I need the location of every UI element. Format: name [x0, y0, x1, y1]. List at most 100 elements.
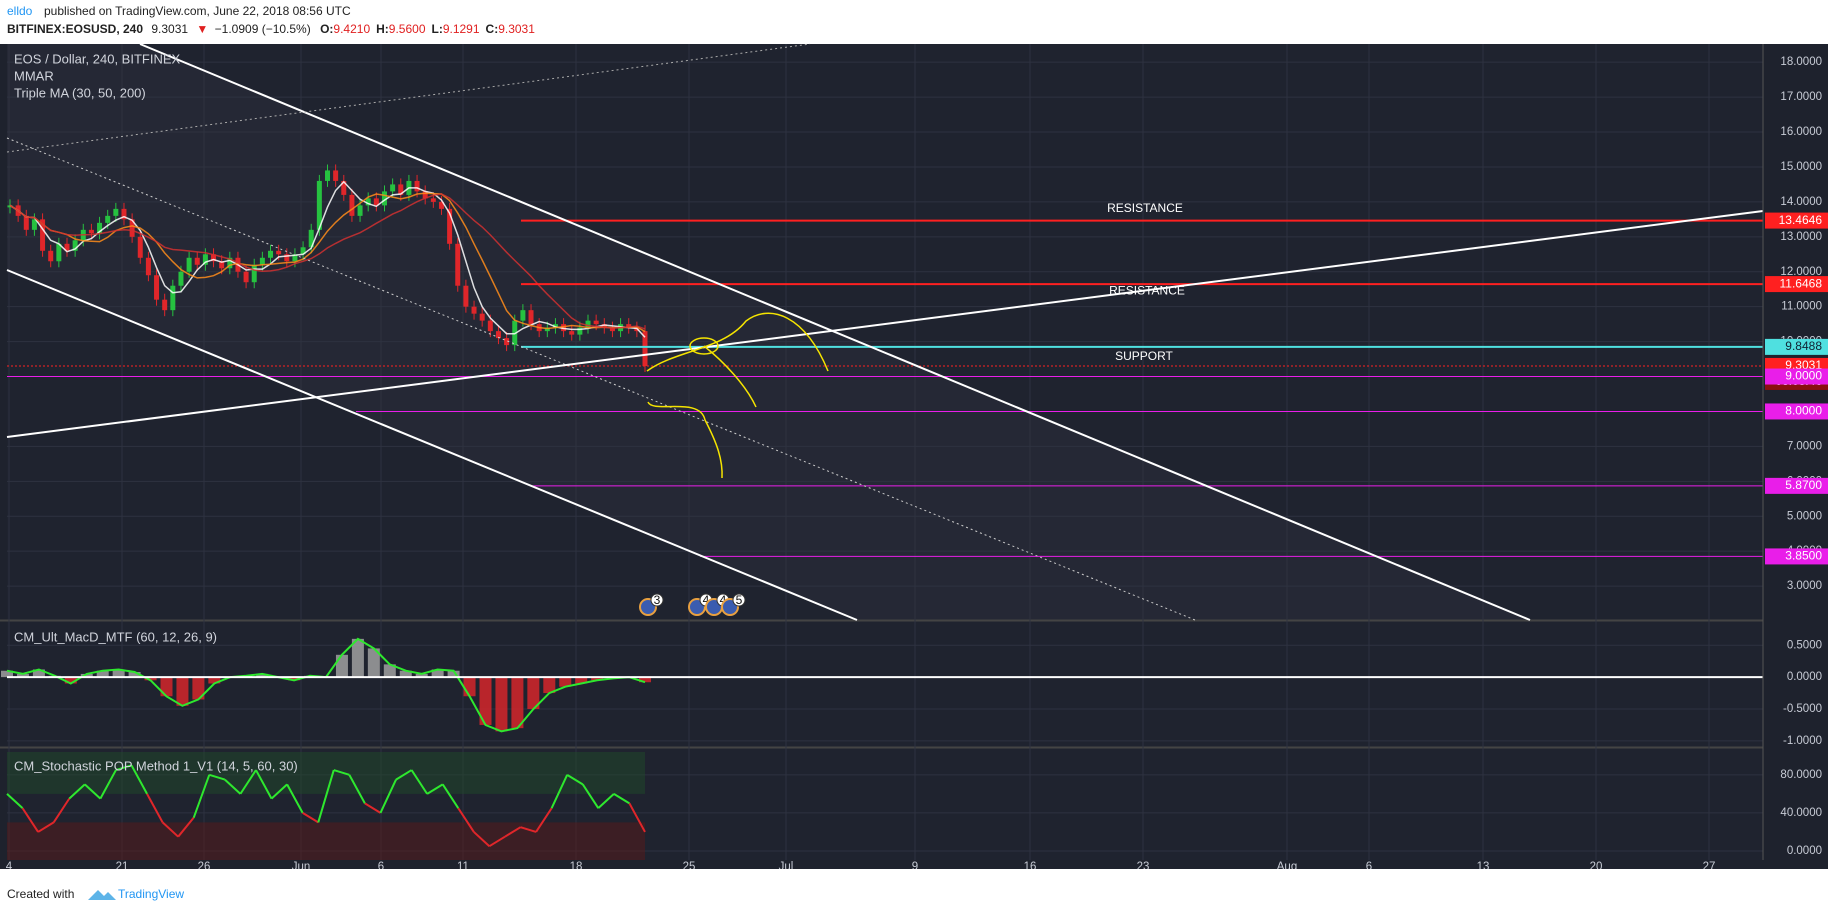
stoch-segment — [441, 783, 460, 809]
macd-bar — [479, 677, 492, 725]
stoch-segment — [488, 835, 506, 848]
stoch-segment — [457, 807, 475, 833]
symbol-line: BITFINEX:EOSUSD, 240 9.3031 ▼ −1.0909 (−… — [7, 22, 535, 36]
price-tag — [1765, 338, 1828, 355]
macd-bar — [16, 673, 29, 678]
candle — [357, 205, 363, 216]
scribble — [646, 312, 829, 372]
trendline — [6, 210, 1764, 438]
price-tag-label: 5.8700 — [1785, 478, 1822, 492]
price-tag — [1765, 477, 1828, 494]
stoch-segment — [6, 793, 24, 809]
macd-bar — [335, 654, 348, 678]
candle — [325, 170, 330, 181]
published: published on TradingView.com, June 22, 2… — [44, 4, 351, 18]
ohlc-key: H: — [376, 22, 389, 36]
footer-text: Created with — [7, 887, 74, 901]
candle — [316, 180, 322, 230]
candle — [373, 198, 379, 206]
stoch-segment — [613, 793, 630, 805]
stoch-segment — [68, 783, 86, 800]
candle — [186, 257, 192, 272]
change: −1.0909 (−10.5%) — [215, 22, 311, 36]
candle — [577, 327, 583, 335]
candle — [284, 254, 290, 262]
y-tick-label: 13.0000 — [1780, 231, 1822, 243]
macd-bar — [256, 673, 269, 678]
down-arrow: ▼ — [196, 22, 208, 36]
y-tick-label: 16.0000 — [1780, 126, 1822, 138]
stoch-segment — [146, 793, 164, 823]
indicator-name: Triple MA (30, 50, 200) — [14, 85, 146, 100]
ohlc-value: 9.4210 — [333, 22, 370, 36]
footer-brand[interactable]: TradingView — [118, 887, 184, 901]
macd-bar — [1, 670, 13, 678]
x-tick-label: 11 — [457, 861, 469, 873]
x-tick-label: 6 — [1366, 861, 1372, 873]
ohlc-key: C: — [486, 22, 499, 36]
trendline — [6, 269, 858, 621]
candle — [31, 219, 37, 230]
macd-bar — [463, 677, 476, 697]
candle — [259, 257, 265, 265]
y-tick-label: 18.0000 — [1780, 56, 1822, 68]
price-tag-label: 11.6468 — [1780, 276, 1823, 290]
ohlc-value: 9.5600 — [389, 22, 426, 36]
macd-bar — [32, 669, 45, 678]
stoch-segment — [115, 764, 132, 772]
marks — [1, 164, 1763, 860]
candle — [447, 208, 453, 244]
stoch-segment — [286, 783, 304, 814]
trendline — [6, 43, 811, 153]
header-bg — [0, 0, 1828, 44]
macd-bar — [543, 677, 556, 694]
candle — [56, 243, 62, 262]
stoch-segment — [379, 779, 397, 814]
macd-bar — [575, 677, 588, 684]
stoch-segment — [52, 798, 71, 823]
candle — [243, 271, 249, 283]
candle — [593, 320, 599, 325]
candle — [609, 327, 615, 332]
price-tag-label: 9.0000 — [1785, 369, 1822, 383]
macd-bar — [64, 677, 77, 684]
candle — [113, 208, 119, 216]
candle — [398, 184, 404, 195]
candle — [202, 254, 208, 265]
stoch-segment — [99, 769, 117, 800]
stoch-segment — [177, 817, 195, 838]
pane-title: CM_Stochastic POP Method 1_V1 (14, 5, 60… — [14, 758, 298, 773]
macd-bar — [96, 670, 109, 678]
price-tag — [1765, 276, 1828, 293]
candle — [365, 198, 371, 206]
price-axis-bg — [1763, 44, 1828, 869]
x-tick-label: 6 — [378, 861, 384, 873]
trendline — [139, 43, 1531, 621]
stoch-segment — [520, 826, 537, 833]
candle — [438, 201, 444, 209]
y-tick-label: 5.0000 — [1787, 510, 1822, 522]
stoch-segment — [395, 769, 413, 781]
candle — [414, 180, 420, 192]
event-count: 4 — [703, 593, 710, 607]
macd-bar — [431, 669, 444, 678]
macd-bar — [399, 670, 412, 678]
pane-title: EOS / Dollar, 240, BITFINEX — [14, 51, 180, 66]
y-tick-label: 7.0000 — [1787, 440, 1822, 452]
candle — [349, 194, 355, 216]
candle — [333, 170, 339, 181]
price-tag — [1765, 368, 1828, 385]
author[interactable]: elldo — [7, 4, 33, 18]
stoch-segment — [566, 773, 584, 786]
candle — [300, 247, 306, 255]
price-tag — [1765, 548, 1828, 565]
stoch-segment — [581, 783, 600, 809]
candle — [162, 299, 168, 311]
candle — [97, 222, 103, 234]
candle — [495, 331, 501, 339]
macd-bar — [192, 677, 205, 700]
footer-bg — [0, 869, 1828, 913]
price-tag — [1765, 403, 1828, 420]
price-tag-label: 9.8488 — [1785, 339, 1822, 353]
price-tag-label: 3.8500 — [1785, 549, 1822, 563]
